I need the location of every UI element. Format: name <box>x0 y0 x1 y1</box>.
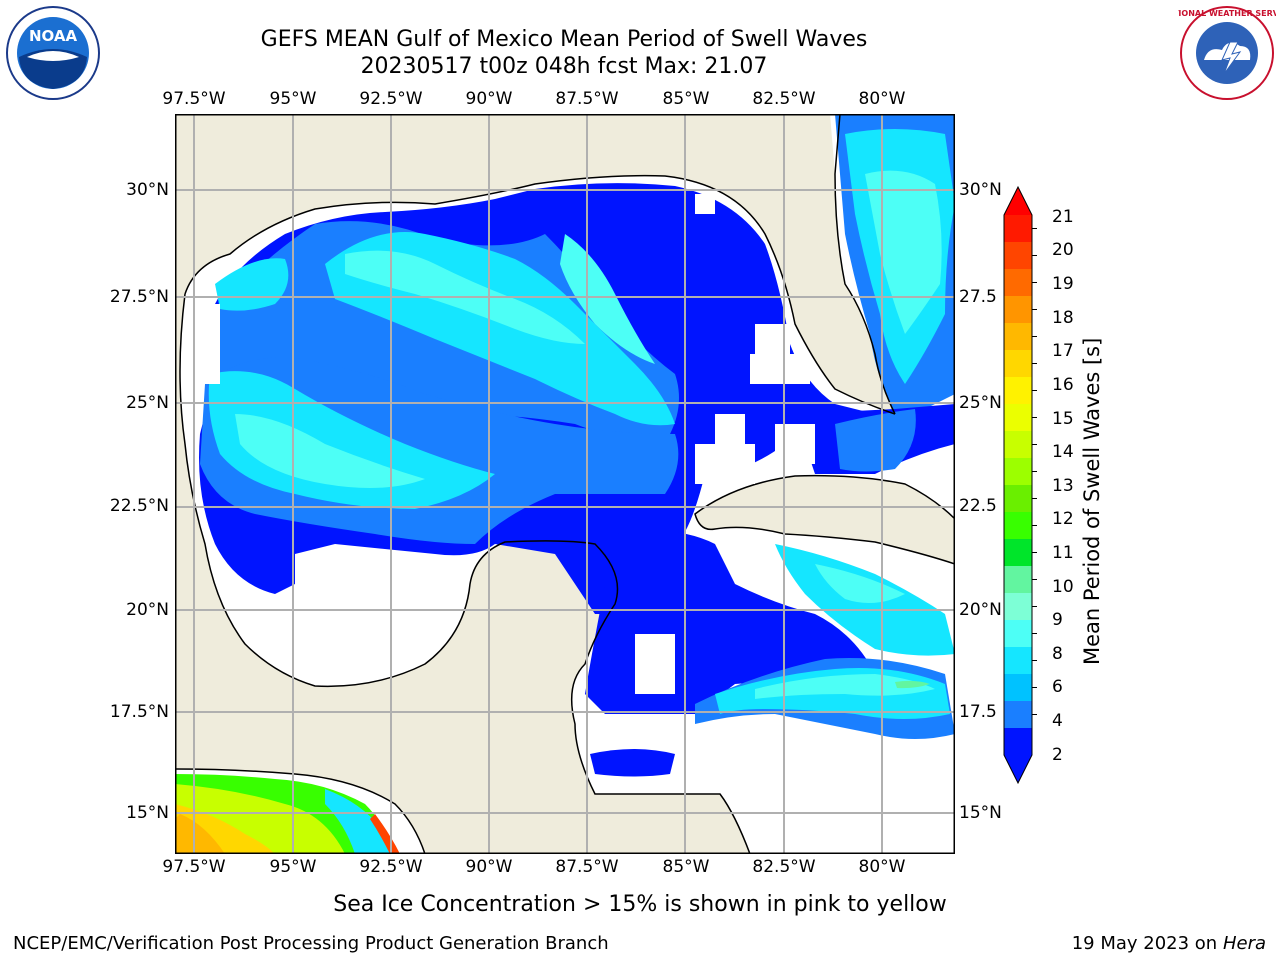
colorbar-outline <box>1003 185 1033 785</box>
noaa-logo: NOAA <box>6 6 100 100</box>
colorbar-segment <box>1004 296 1032 324</box>
lat-label-right: 22.5 <box>959 496 997 516</box>
lon-label-bottom: 80°W <box>858 857 906 877</box>
lon-label-bottom: 97.5°W <box>162 857 226 877</box>
colorbar-segment <box>1004 377 1032 405</box>
footer-credit: NCEP/EMC/Verification Post Processing Pr… <box>13 933 609 954</box>
lon-label-top: 82.5°W <box>752 89 816 109</box>
lat-label-right: 25°N <box>959 393 1002 413</box>
colorbar-segment <box>1004 728 1032 756</box>
colorbar-extend-min <box>1004 755 1032 783</box>
colorbar-tick: 18 <box>1052 308 1074 328</box>
lon-label-top: 97.5°W <box>162 89 226 109</box>
lat-label-right: 15°N <box>959 803 1002 823</box>
svg-text:NOAA: NOAA <box>29 27 78 45</box>
lon-label-bottom: 85°W <box>662 857 710 877</box>
colorbar-tick: 12 <box>1052 509 1074 529</box>
colorbar-segment <box>1004 242 1032 270</box>
colorbar-segment <box>1004 215 1032 243</box>
lat-label-right: 20°N <box>959 600 1002 620</box>
lon-label-bottom: 92.5°W <box>359 857 423 877</box>
colorbar-tick: 17 <box>1052 341 1074 361</box>
cuba-land <box>694 474 955 565</box>
lat-label-right: 30°N <box>959 180 1002 200</box>
colorbar-segment <box>1004 485 1032 513</box>
lon-label-bottom: 87.5°W <box>555 857 619 877</box>
colorbar-segment <box>1004 620 1032 648</box>
colorbar-tick: 2 <box>1052 745 1063 765</box>
lat-label-right: 17.5 <box>959 702 997 722</box>
colorbar-segment <box>1004 431 1032 459</box>
sea-ice-note: Sea Ice Concentration > 15% is shown in … <box>333 892 947 917</box>
lon-label-top: 90°W <box>465 89 513 109</box>
colorbar-tick: 15 <box>1052 409 1074 429</box>
lat-label-left: 17.5°N <box>109 702 169 722</box>
colorbar-segment <box>1004 647 1032 675</box>
colorbar-tick: 6 <box>1052 677 1063 697</box>
lon-label-top: 85°W <box>662 89 710 109</box>
footer-host: Hera <box>1222 933 1266 954</box>
lat-label-left: 22.5°N <box>109 496 169 516</box>
no-data-holes <box>200 194 815 694</box>
colorbar-tick: 16 <box>1052 375 1074 395</box>
colorbar-segment <box>1004 566 1032 594</box>
footer-date: 19 May 2023 on Hera <box>1072 933 1266 954</box>
coastlines <box>175 114 896 854</box>
lat-label-right: 27.5 <box>959 287 997 307</box>
lon-label-top: 92.5°W <box>359 89 423 109</box>
colorbar-label: Mean Period of Swell Waves [s] <box>1080 337 1104 665</box>
lat-label-left: 15°N <box>126 803 169 823</box>
colorbar-tick: 11 <box>1052 543 1074 563</box>
colorbar-tick: 14 <box>1052 442 1074 462</box>
map-frame <box>175 114 955 854</box>
colorbar-tick: 4 <box>1052 711 1063 731</box>
colorbar-tick: 9 <box>1052 610 1063 630</box>
colorbar-segment <box>1004 350 1032 378</box>
colorbar-segment <box>1004 269 1032 297</box>
colorbar-tick: 10 <box>1052 577 1074 597</box>
colorbar-segment <box>1004 512 1032 540</box>
colorbar-tick: 21 <box>1052 207 1074 227</box>
map-panel <box>175 114 955 854</box>
nws-logo: NATIONAL WEATHER SERVICE <box>1178 6 1276 100</box>
svg-text:NATIONAL WEATHER SERVICE: NATIONAL WEATHER SERVICE <box>1178 9 1276 18</box>
lon-label-top: 87.5°W <box>555 89 619 109</box>
colorbar-segment <box>1004 674 1032 702</box>
footer-date-text: 19 May 2023 on <box>1071 933 1218 954</box>
lat-label-left: 20°N <box>126 600 169 620</box>
colorbar-segment <box>1004 404 1032 432</box>
colorbar-segment <box>1004 701 1032 729</box>
colorbar-segment <box>1004 458 1032 486</box>
lon-label-top: 95°W <box>269 89 317 109</box>
plot-title: GEFS MEAN Gulf of Mexico Mean Period of … <box>260 27 868 52</box>
lat-label-left: 27.5°N <box>109 287 169 307</box>
lon-label-bottom: 90°W <box>465 857 513 877</box>
colorbar <box>1003 185 1037 785</box>
lon-label-bottom: 95°W <box>269 857 317 877</box>
colorbar-extend-max <box>1004 187 1032 215</box>
colorbar-segment <box>1004 539 1032 567</box>
lon-label-bottom: 82.5°W <box>752 857 816 877</box>
lat-label-left: 30°N <box>126 180 169 200</box>
colorbar-tick: 19 <box>1052 274 1074 294</box>
colorbar-tick: 13 <box>1052 476 1074 496</box>
colorbar-tick: 8 <box>1052 644 1063 664</box>
lat-label-left: 25°N <box>126 393 169 413</box>
colorbar-segment <box>1004 323 1032 351</box>
colorbar-tick: 20 <box>1052 240 1074 260</box>
colorbar-segment <box>1004 593 1032 621</box>
plot-subtitle: 20230517 t00z 048h fcst Max: 21.07 <box>360 54 768 79</box>
graticule <box>175 114 955 854</box>
lon-label-top: 80°W <box>858 89 906 109</box>
